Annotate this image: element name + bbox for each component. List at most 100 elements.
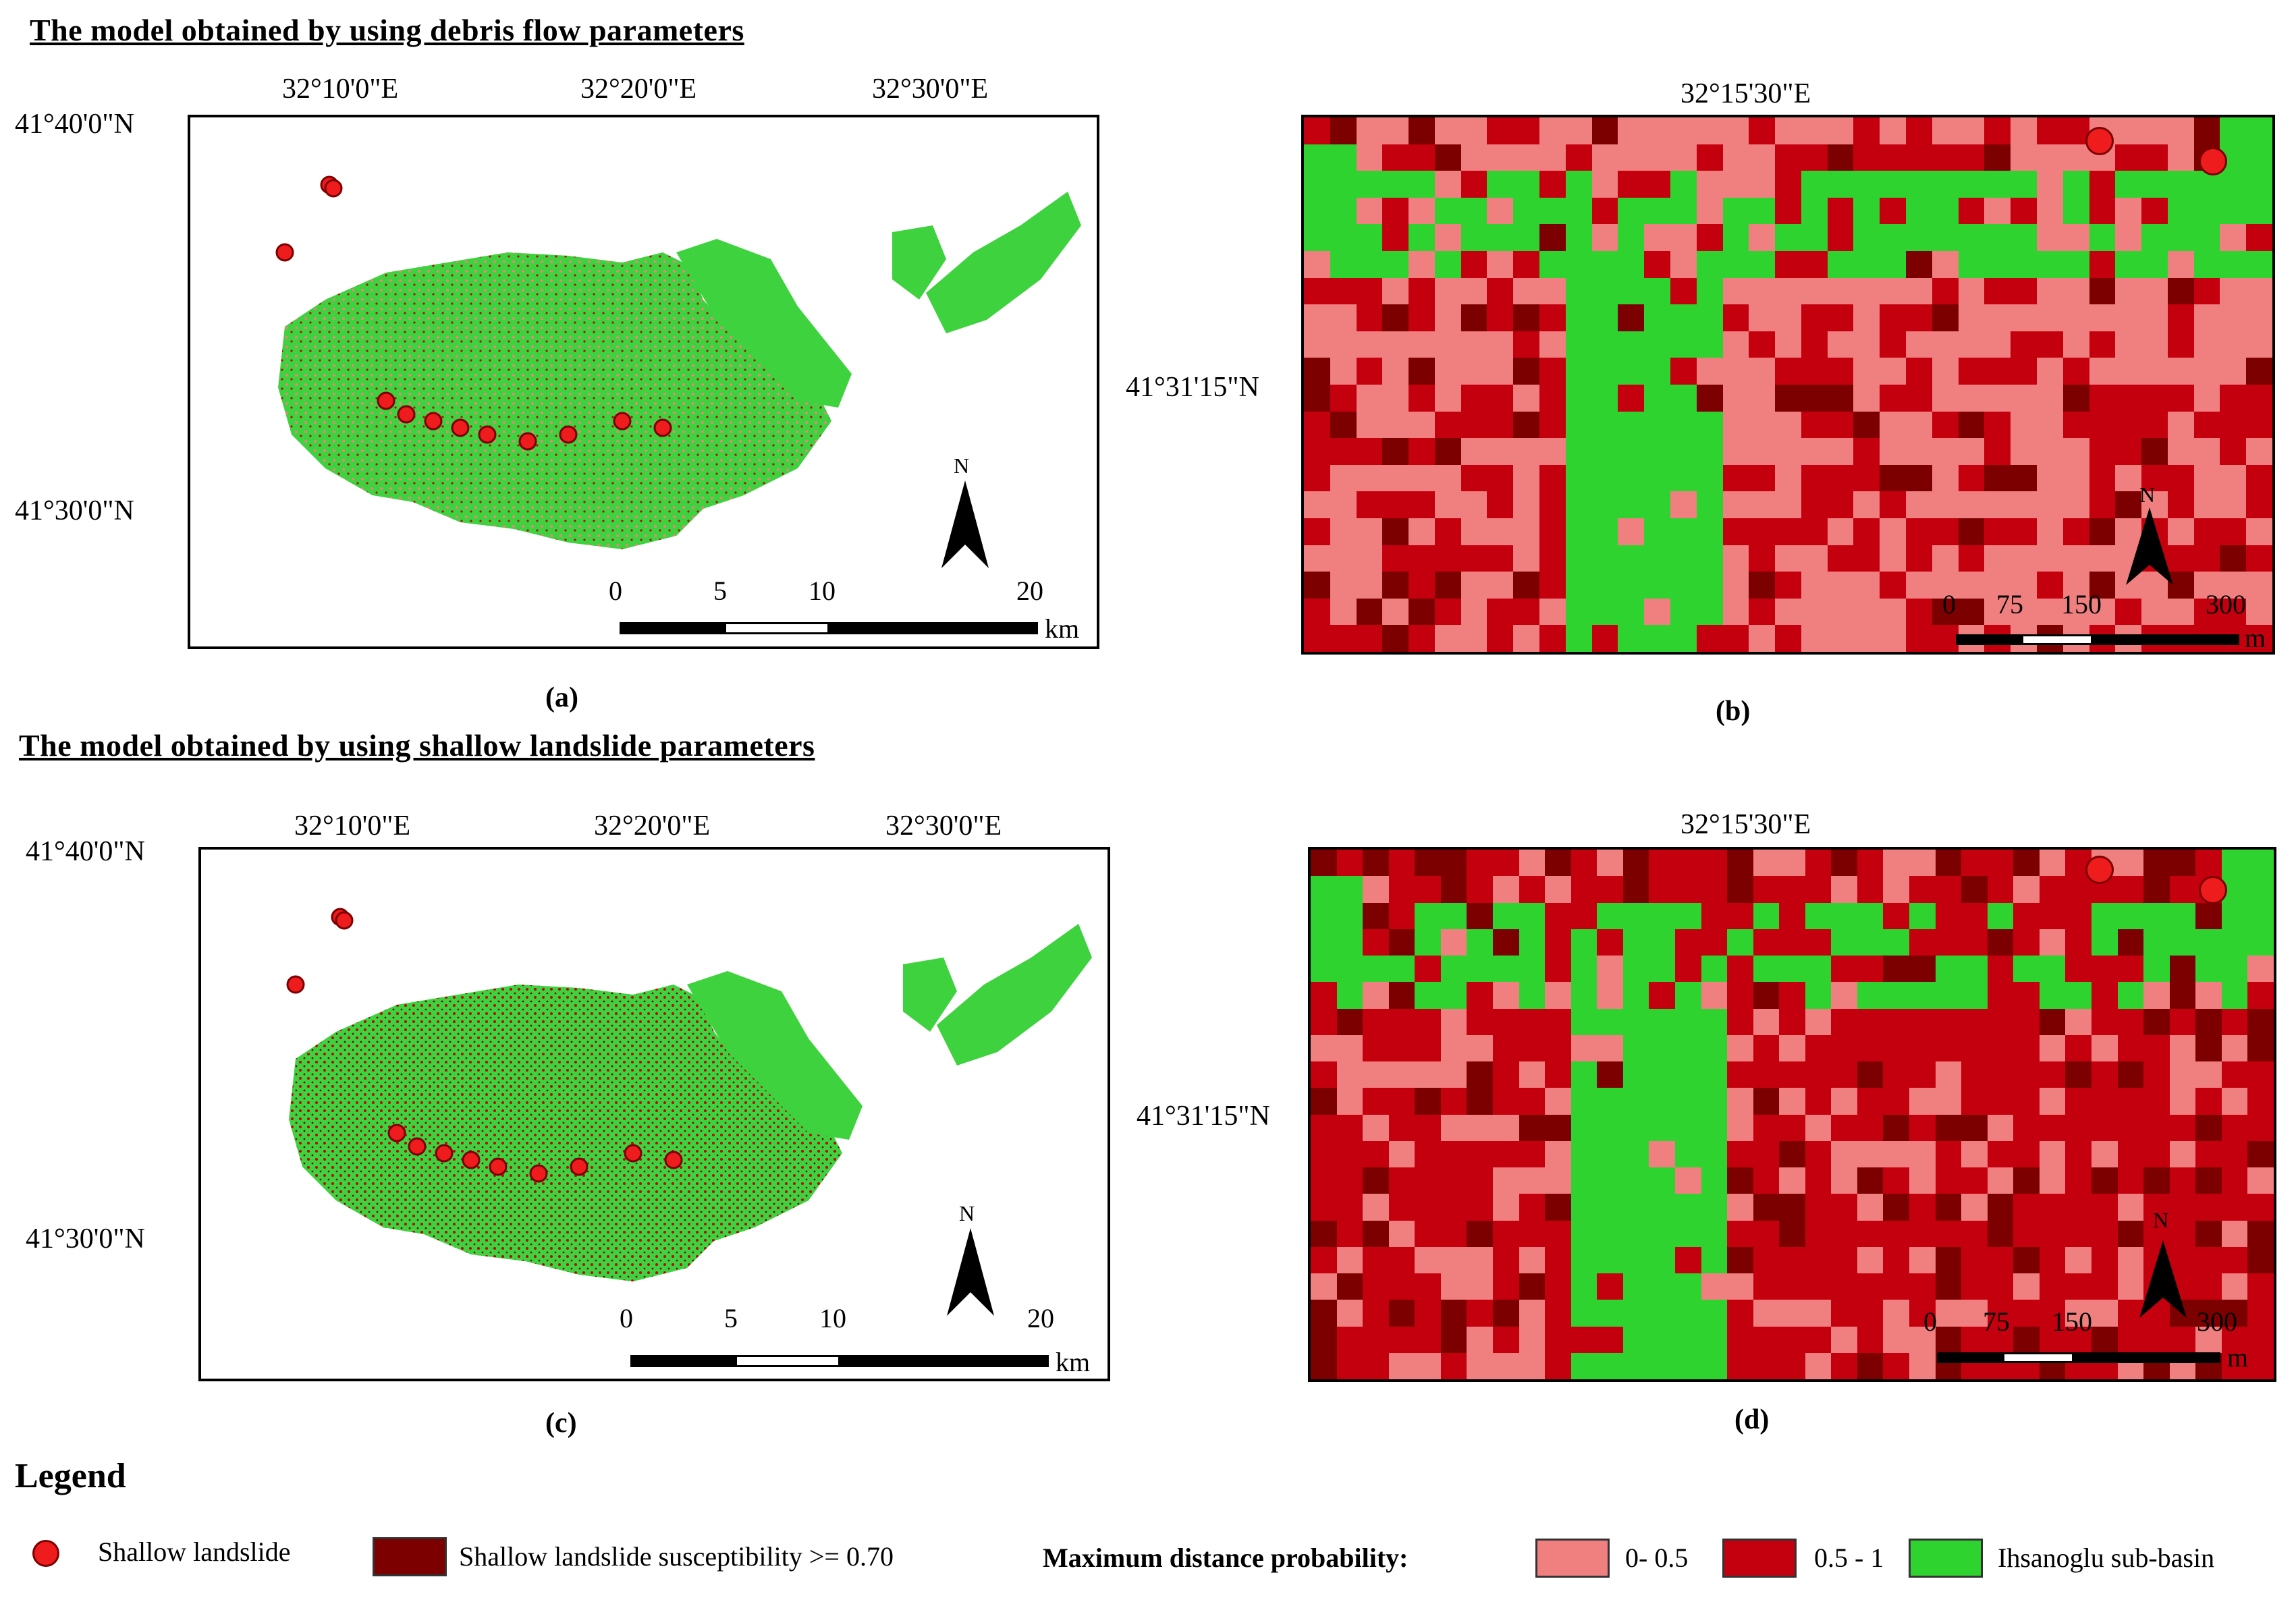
grid-cell <box>1857 1061 1884 1088</box>
grid-cell <box>1853 625 1880 652</box>
grid-cell <box>1460 224 1487 251</box>
grid-cell <box>1987 1194 2014 1221</box>
scale-tick-b-300: 300 <box>2206 589 2246 619</box>
grid-cell <box>1363 1034 1389 1061</box>
grid-cell <box>1487 144 1514 171</box>
grid-cell <box>1382 545 1409 572</box>
grid-cell <box>1906 144 1932 171</box>
grid-cell <box>1727 876 1753 903</box>
grid-cell <box>1722 224 1749 251</box>
north-label-d: N <box>2153 1208 2169 1232</box>
grid-cell <box>2246 464 2272 492</box>
grid-cell <box>2011 438 2037 465</box>
grid-cell <box>1513 331 1540 358</box>
grid-cell <box>1857 1352 1884 1379</box>
grid-cell <box>1727 1352 1753 1379</box>
grid-cell <box>2141 438 2168 465</box>
grid-cell <box>2143 1034 2170 1061</box>
grid-cell <box>1382 598 1409 626</box>
grid-cell <box>1827 304 1854 331</box>
grid-cell <box>2195 1273 2222 1300</box>
grid-cell <box>2036 250 2063 278</box>
grid-cell <box>1909 876 1936 903</box>
grid-cell <box>2062 117 2089 144</box>
grid-cell <box>2246 331 2272 358</box>
grid-cell <box>1779 982 1805 1009</box>
grid-cell <box>1565 171 1592 198</box>
grid-cell <box>1304 491 1330 518</box>
grid-cell <box>1565 358 1592 385</box>
grid-cell <box>1857 1300 1884 1327</box>
grid-cell <box>1932 331 1959 358</box>
grid-cell <box>1670 491 1697 518</box>
grid-cell <box>1467 850 1493 877</box>
grid-cell <box>1644 331 1670 358</box>
grid-cell <box>1909 1194 1936 1221</box>
grid-cell <box>1701 1088 1728 1115</box>
grid-cell <box>1311 1300 1337 1327</box>
grid-cell <box>1909 1326 1936 1353</box>
grid-cell <box>2246 171 2272 198</box>
grid-cell <box>1779 1034 1805 1061</box>
grid-cell <box>1539 572 1566 599</box>
grid-cell <box>2247 902 2274 929</box>
grid-cell <box>1932 545 1959 572</box>
grid-cell <box>1696 250 1723 278</box>
grid-cell <box>2115 598 2142 626</box>
grid-cell <box>1880 304 1907 331</box>
grid-cell <box>1539 384 1566 412</box>
grid-cell <box>1356 197 1383 225</box>
grid-cell <box>1958 277 1985 305</box>
grid-cell <box>1984 117 2011 144</box>
grid-cell <box>1388 1088 1415 1115</box>
grid-cell <box>1622 876 1649 903</box>
grid-cell <box>1906 358 1932 385</box>
grid-cell <box>1753 1352 1780 1379</box>
grid-cell <box>1336 956 1363 983</box>
grid-cell <box>2143 929 2170 956</box>
grid-cell <box>1304 598 1330 626</box>
grid-cell <box>1722 464 1749 492</box>
legend-range-high: 0.5 - 1 <box>1814 1543 1884 1573</box>
grid-cell <box>2247 1300 2274 1327</box>
grid-cell <box>1356 224 1383 251</box>
grid-cell <box>2193 117 2220 144</box>
grid-cell <box>1570 1140 1597 1167</box>
grid-cell <box>1880 545 1907 572</box>
grid-cell <box>1749 117 1776 144</box>
grid-cell <box>1460 358 1487 385</box>
grid-cell <box>2117 876 2144 903</box>
grid-cell <box>1311 982 1337 1009</box>
grid-cell <box>1753 850 1780 877</box>
grid-cell <box>2193 545 2220 572</box>
grid-cell <box>1565 384 1592 412</box>
grid-cell <box>1853 331 1880 358</box>
grid-cell <box>1434 491 1461 518</box>
grid-cell <box>1519 1194 1546 1221</box>
grid-cell <box>1670 572 1697 599</box>
grid-cell <box>1618 464 1645 492</box>
grid-cell <box>1775 171 1801 198</box>
grid-cell <box>2062 224 2089 251</box>
grid-cell <box>2092 1008 2118 1035</box>
grid-cell <box>1932 518 1959 545</box>
grid-cell <box>1670 197 1697 225</box>
grid-cell <box>1597 1326 1623 1353</box>
grid-cell <box>2195 929 2222 956</box>
grid-cell <box>1545 1273 1571 1300</box>
grid-cell <box>1409 625 1435 652</box>
ihsanoglu-subbasin-a <box>278 192 1081 549</box>
grid-cell <box>1336 850 1363 877</box>
grid-cell <box>1467 956 1493 983</box>
grid-cell <box>1753 876 1780 903</box>
grid-cell <box>1961 956 1988 983</box>
grid-cell <box>2169 850 2196 877</box>
grid-cell <box>2143 1326 2170 1353</box>
grid-cell <box>1961 850 1988 877</box>
grid-cell <box>1749 598 1776 626</box>
grid-cell <box>1513 224 1540 251</box>
grid-cell <box>1670 277 1697 305</box>
grid-cell <box>1591 545 1618 572</box>
grid-cell <box>1597 1140 1623 1167</box>
grid-cell <box>1909 956 1936 983</box>
